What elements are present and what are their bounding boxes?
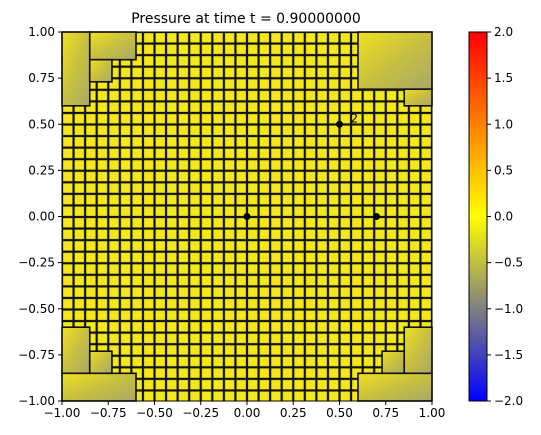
- coarse-cell-7: [61, 372, 137, 402]
- coarse-cell-1: [88, 31, 137, 61]
- coarse-cell-8: [381, 350, 406, 375]
- colorbar-tick-label-0: 2.0: [494, 25, 513, 39]
- x-tick-label-4: 0.00: [234, 406, 261, 420]
- markers: 2: [243, 112, 380, 220]
- y-tick-label-2: −0.50: [18, 302, 55, 316]
- x-tick-label-6: 0.50: [326, 406, 353, 420]
- colorbar-bar: [468, 31, 488, 402]
- coarse-cell-5: [61, 326, 91, 375]
- coarse-cell-4: [403, 88, 433, 107]
- coarse-cell-0: [61, 31, 91, 107]
- coarse-cell-6: [88, 350, 113, 375]
- coarse-cell-9: [403, 326, 433, 375]
- marker-dot-1: [336, 120, 343, 128]
- x-axis: −1.00 −0.75 −0.50 −0.25 0.00 0.25 0.50 0.75 1.00: [44, 401, 446, 420]
- y-tick-label-8: 1.00: [28, 25, 55, 39]
- x-tick-label-2: −0.50: [136, 406, 173, 420]
- coarse-cell-3: [357, 31, 433, 90]
- colorbar: 2.0 1.5 1.0 0.5 0.0 −0.5 −1.0 −1.5 −2.0: [468, 25, 523, 408]
- x-tick-label-0: −1.00: [44, 406, 81, 420]
- coarse-cell-10: [357, 372, 433, 402]
- y-tick-label-1: −0.75: [18, 348, 55, 362]
- chart-title: Pressure at time t = 0.90000000: [131, 11, 361, 27]
- colorbar-tick-label-3: 0.5: [494, 163, 513, 177]
- y-tick-label-3: −0.25: [18, 256, 55, 270]
- plot-area: [61, 31, 433, 402]
- colorbar-tick-label-5: −0.5: [494, 256, 523, 270]
- x-tick-label-8: 1.00: [419, 406, 446, 420]
- colorbar-tick-label-8: −2.0: [494, 394, 523, 408]
- coarse-cell-2: [88, 58, 113, 83]
- colorbar-tick-label-6: −1.0: [494, 302, 523, 316]
- y-tick-label-6: 0.50: [28, 117, 55, 131]
- x-tick-label-3: −0.25: [182, 406, 219, 420]
- x-tick-label-5: 0.25: [280, 406, 307, 420]
- x-tick-label-7: 0.75: [372, 406, 399, 420]
- marker-label-2: 2: [350, 112, 358, 126]
- colorbar-ticks: 2.0 1.5 1.0 0.5 0.0 −0.5 −1.0 −1.5 −2.0: [487, 25, 523, 408]
- marker-dot-0: [243, 213, 251, 220]
- y-tick-label-5: 0.25: [28, 163, 55, 177]
- y-tick-label-4: 0.00: [28, 210, 55, 224]
- marker-dot-3: [373, 213, 380, 220]
- colorbar-tick-label-7: −1.5: [494, 348, 523, 362]
- y-tick-label-7: 0.75: [28, 71, 55, 85]
- colorbar-tick-label-4: 0.0: [494, 210, 513, 224]
- colorbar-tick-label-2: 1.0: [494, 117, 513, 131]
- y-axis: −1.00 −0.75 −0.50 −0.25 0.00 0.25 0.50 0.75 1.00: [18, 25, 62, 408]
- x-tick-label-1: −0.75: [90, 406, 127, 420]
- colorbar-tick-label-1: 1.5: [494, 71, 513, 85]
- y-tick-label-0: −1.00: [18, 394, 55, 408]
